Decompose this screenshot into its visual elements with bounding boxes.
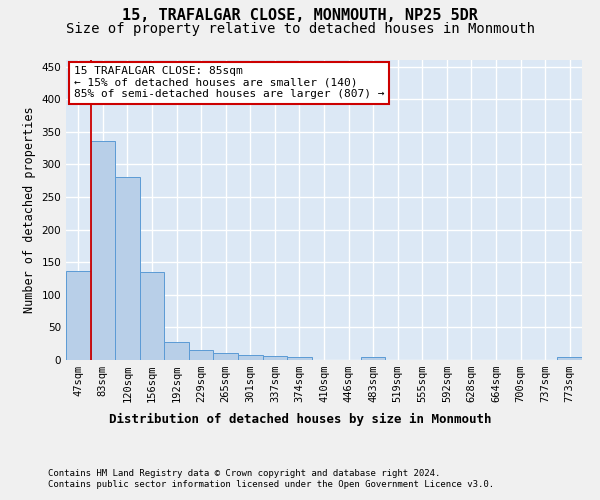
Y-axis label: Number of detached properties: Number of detached properties [23,106,36,314]
Bar [263,356,287,360]
Bar [115,176,140,360]
Text: Distribution of detached houses by size in Monmouth: Distribution of detached houses by size … [109,412,491,426]
Bar [189,350,214,360]
Bar [140,272,164,360]
Bar [214,353,238,360]
Bar [361,356,385,360]
Text: Contains public sector information licensed under the Open Government Licence v3: Contains public sector information licen… [48,480,494,489]
Bar [287,358,312,360]
Text: Size of property relative to detached houses in Monmouth: Size of property relative to detached ho… [65,22,535,36]
Text: Contains HM Land Registry data © Crown copyright and database right 2024.: Contains HM Land Registry data © Crown c… [48,469,440,478]
Bar [238,356,263,360]
Text: 15 TRAFALGAR CLOSE: 85sqm
← 15% of detached houses are smaller (140)
85% of semi: 15 TRAFALGAR CLOSE: 85sqm ← 15% of detac… [74,66,384,99]
Bar [164,342,189,360]
Bar [66,272,91,360]
Bar [91,141,115,360]
Bar [557,358,582,360]
Text: 15, TRAFALGAR CLOSE, MONMOUTH, NP25 5DR: 15, TRAFALGAR CLOSE, MONMOUTH, NP25 5DR [122,8,478,22]
